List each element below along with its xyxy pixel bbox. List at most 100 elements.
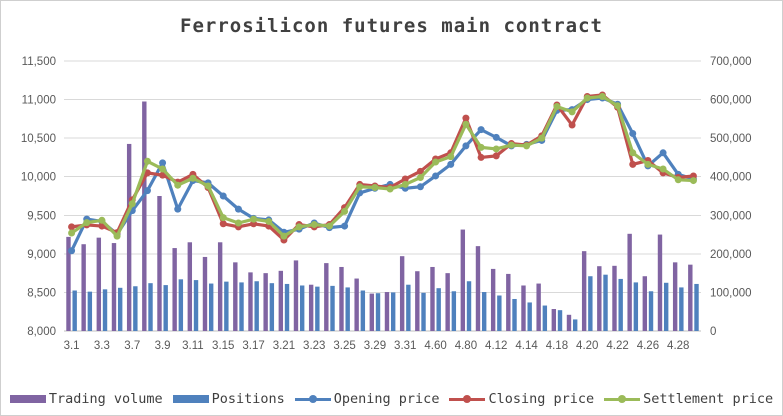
- bar: [566, 314, 572, 331]
- bar: [497, 295, 502, 331]
- svg-text:3.21: 3.21: [273, 340, 295, 352]
- data-point-marker: [492, 145, 500, 153]
- data-point-marker: [629, 160, 637, 168]
- data-point-marker: [659, 149, 667, 157]
- legend-bar-swatch-icon: [9, 395, 46, 403]
- settlement-price-line: [68, 92, 697, 240]
- bar: [490, 268, 496, 331]
- bar: [642, 276, 648, 331]
- bar: [163, 285, 168, 331]
- data-point-marker: [689, 177, 697, 185]
- data-point-marker: [416, 173, 424, 181]
- bar: [248, 272, 253, 331]
- bar: [451, 291, 457, 331]
- svg-text:9,000: 9,000: [27, 249, 56, 261]
- svg-text:4.20: 4.20: [576, 340, 598, 352]
- data-point-marker: [416, 167, 424, 175]
- data-point-marker: [219, 192, 227, 200]
- legend-item-opening-price: Opening price: [294, 391, 439, 407]
- legend-label: Trading volume: [48, 391, 163, 407]
- svg-text:3.17: 3.17: [242, 340, 264, 352]
- data-point-marker: [159, 159, 167, 167]
- data-point-marker: [143, 187, 151, 195]
- bar: [208, 283, 214, 331]
- bar: [688, 264, 693, 331]
- bar: [172, 248, 177, 331]
- positions-bars: [72, 274, 699, 331]
- bar: [542, 305, 548, 331]
- svg-text:3.7: 3.7: [124, 340, 140, 352]
- svg-text:3.15: 3.15: [212, 340, 234, 352]
- data-point-marker: [341, 207, 349, 215]
- bar: [187, 242, 193, 331]
- data-point-marker: [523, 142, 531, 150]
- bar: [603, 274, 608, 331]
- svg-text:9,500: 9,500: [27, 210, 56, 222]
- data-point-marker: [325, 222, 333, 230]
- x-axis-labels: 3.1 3.3 3.7 3.9 3.11 3.15 3.17 3.21 3.23 3.25 3.29…: [64, 340, 690, 352]
- legend-item-trading-volume: Trading volume: [9, 391, 163, 407]
- data-point-marker: [159, 165, 167, 173]
- bar: [475, 246, 481, 331]
- bar: [527, 302, 532, 331]
- bar: [521, 285, 526, 331]
- bar: [284, 283, 290, 331]
- bar: [117, 287, 123, 331]
- svg-text:4.60: 4.60: [424, 340, 446, 352]
- data-point-marker: [614, 102, 622, 110]
- bar: [633, 282, 639, 331]
- data-point-marker: [295, 223, 303, 231]
- data-point-marker: [629, 149, 637, 157]
- bar: [506, 273, 511, 331]
- bar: [512, 298, 517, 331]
- bar: [157, 196, 162, 331]
- data-point-marker: [462, 114, 470, 122]
- svg-text:3.25: 3.25: [333, 340, 355, 352]
- data-point-marker: [250, 215, 258, 223]
- legend-item-settlement-price: Settlement price: [604, 391, 773, 407]
- bar: [588, 276, 593, 331]
- legend-label: Settlement price: [643, 391, 774, 407]
- bar: [299, 285, 305, 331]
- bar: [66, 236, 71, 331]
- right-axis-tick-labels: 0 100,000 200,000 300,000 400,000 500,000 600,…: [710, 56, 752, 338]
- bar: [460, 229, 466, 331]
- data-point-marker: [219, 214, 227, 222]
- bar: [551, 309, 557, 331]
- svg-text:10,000: 10,000: [21, 172, 56, 184]
- bar: [233, 262, 238, 331]
- svg-text:8,500: 8,500: [27, 287, 56, 299]
- svg-text:4.18: 4.18: [546, 340, 568, 352]
- bar: [421, 292, 426, 331]
- bar: [597, 266, 602, 331]
- bar: [217, 242, 223, 331]
- data-point-marker: [477, 126, 485, 134]
- data-point-marker: [432, 158, 440, 166]
- legend: Trading volume Positions Opening price Clos…: [1, 391, 782, 407]
- data-point-marker: [341, 222, 349, 230]
- bar: [345, 287, 350, 331]
- svg-text:4.28: 4.28: [667, 340, 689, 352]
- legend-line-swatch-icon: [449, 395, 486, 404]
- data-point-marker: [598, 92, 606, 100]
- data-point-marker: [659, 165, 667, 173]
- legend-bar-swatch-icon: [172, 395, 209, 403]
- bar: [375, 293, 381, 331]
- data-point-marker: [310, 221, 318, 229]
- bar: [663, 282, 669, 331]
- bar: [369, 293, 375, 331]
- svg-text:8,000: 8,000: [27, 326, 56, 338]
- data-point-marker: [492, 133, 500, 141]
- svg-text:200,000: 200,000: [710, 249, 752, 261]
- data-point-marker: [462, 120, 470, 128]
- bar: [193, 280, 199, 331]
- data-point-marker: [568, 121, 576, 129]
- svg-text:11,500: 11,500: [22, 56, 56, 68]
- bar: [102, 289, 108, 331]
- data-point-marker: [416, 183, 424, 191]
- legend-line-swatch-icon: [294, 395, 331, 404]
- bar: [293, 260, 299, 331]
- data-point-marker: [538, 134, 546, 142]
- legend-label: Closing price: [488, 391, 595, 407]
- legend-item-positions: Positions: [172, 391, 285, 407]
